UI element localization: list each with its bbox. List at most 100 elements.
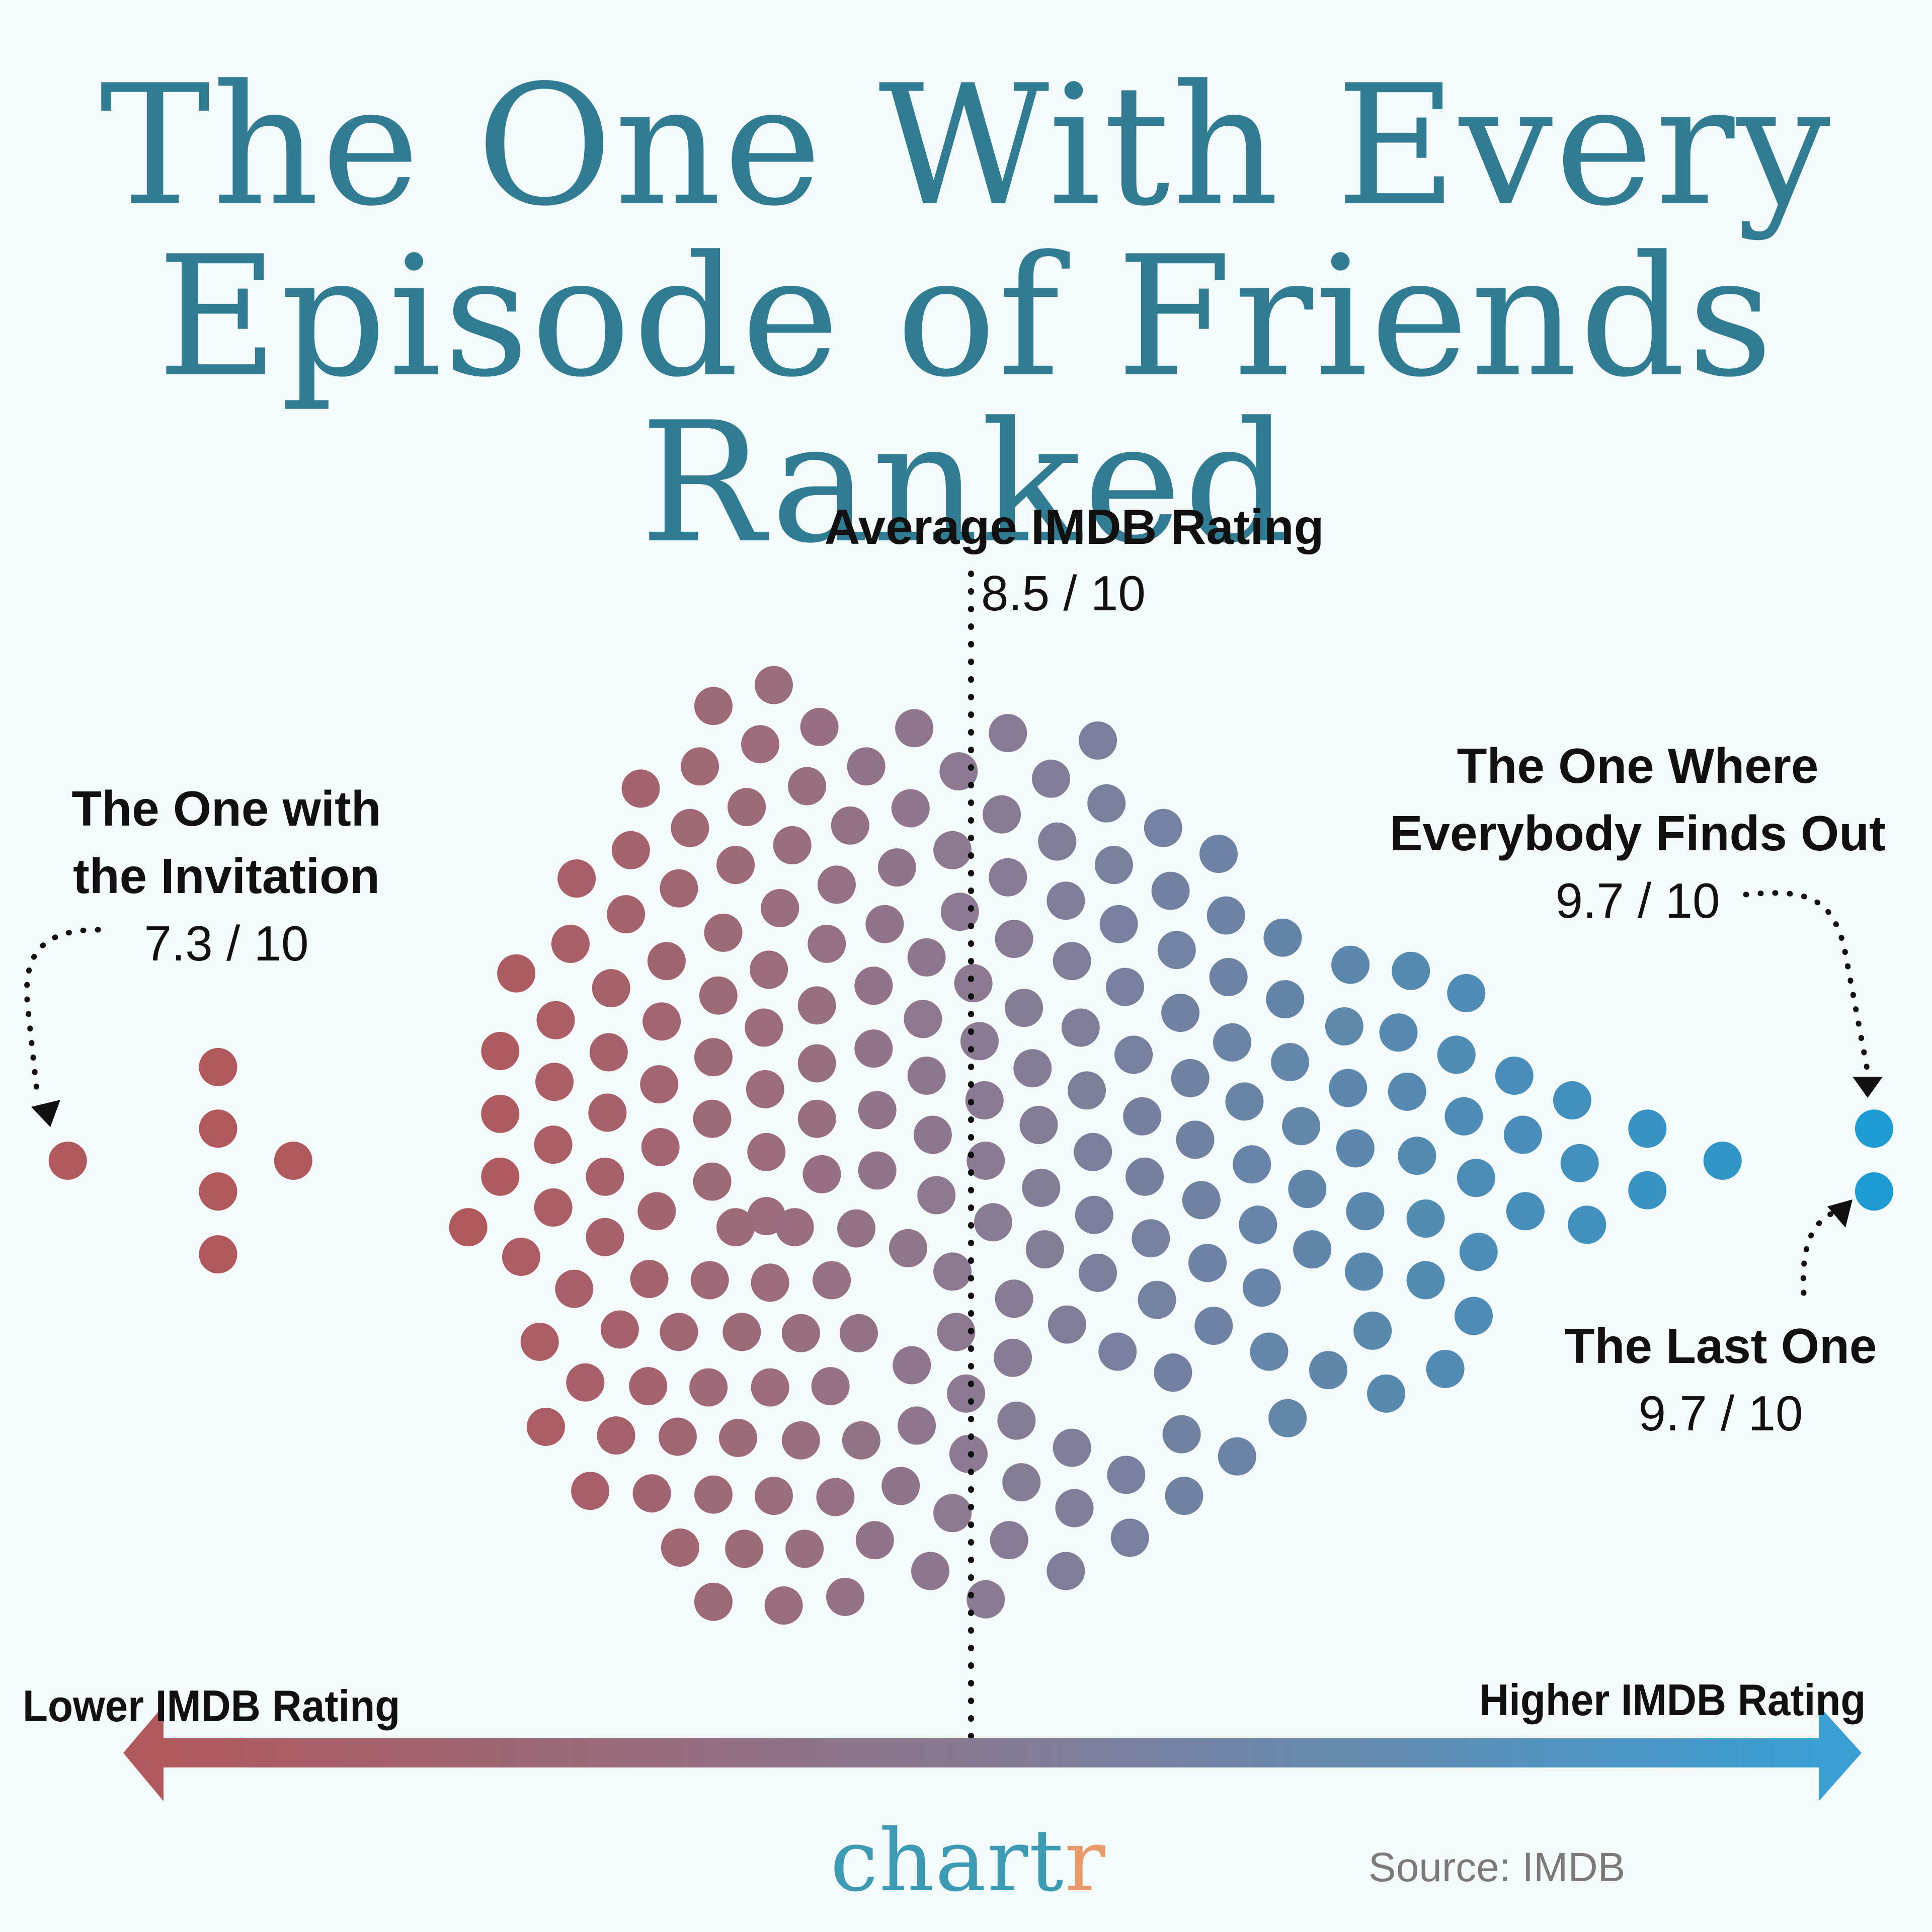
episode-dot bbox=[1046, 1552, 1085, 1590]
episode-dot bbox=[1046, 881, 1085, 920]
episode-dot bbox=[1293, 1230, 1332, 1269]
episode-dot bbox=[745, 1008, 783, 1047]
episode-dot bbox=[839, 1314, 878, 1352]
episode-dot bbox=[1309, 1351, 1348, 1390]
episode-dot bbox=[891, 789, 930, 828]
episode-dot bbox=[199, 1048, 237, 1086]
episode-dot bbox=[1346, 1192, 1385, 1231]
episode-dot bbox=[520, 1322, 559, 1361]
episode-dot bbox=[831, 806, 869, 845]
episode-dot bbox=[983, 795, 1021, 834]
episode-dot bbox=[1019, 1105, 1058, 1144]
highest-arrowhead-icon bbox=[1853, 1077, 1883, 1098]
episode-dot bbox=[746, 1070, 784, 1108]
last-arrowhead-icon bbox=[1827, 1199, 1853, 1228]
lowest-value: 7.3 / 10 bbox=[144, 916, 309, 971]
episode-dot bbox=[1053, 942, 1091, 981]
episode-dot bbox=[630, 1260, 669, 1299]
episode-dot bbox=[535, 1063, 574, 1101]
episode-dot bbox=[813, 1261, 851, 1300]
episode-dot bbox=[642, 1002, 681, 1041]
episode-dot bbox=[889, 1229, 927, 1267]
episode-dot bbox=[1125, 1157, 1164, 1196]
episode-dot bbox=[1250, 1332, 1289, 1371]
average-title: Average IMDB Rating bbox=[824, 499, 1324, 554]
episode-dot bbox=[728, 788, 766, 827]
last-annotation: The Last One 9.7 / 10 bbox=[1530, 1312, 1912, 1447]
episode-dot bbox=[1353, 1311, 1392, 1350]
episode-dot bbox=[797, 986, 836, 1025]
last-value: 9.7 / 10 bbox=[1638, 1386, 1803, 1441]
episode-dot bbox=[647, 942, 686, 981]
lowest-title-line-2: the Invitation bbox=[73, 848, 380, 904]
episode-dot bbox=[865, 905, 904, 943]
episode-dot bbox=[1271, 1043, 1310, 1082]
episode-dot bbox=[693, 1099, 732, 1138]
episode-dot bbox=[1325, 1007, 1363, 1046]
episode-dot bbox=[1031, 759, 1070, 798]
lowest-title-line-1: The One with bbox=[71, 781, 381, 836]
episode-dot bbox=[1068, 1071, 1106, 1110]
episode-dot bbox=[764, 1586, 803, 1625]
episode-dot bbox=[751, 1368, 789, 1407]
episode-dot bbox=[858, 1151, 897, 1190]
episode-dot bbox=[855, 1521, 894, 1560]
episode-dot bbox=[526, 1407, 565, 1446]
episode-dot bbox=[788, 767, 827, 806]
episode-dot bbox=[797, 1099, 836, 1138]
episode-dot bbox=[1194, 1307, 1233, 1345]
episode-dot bbox=[1218, 1437, 1256, 1476]
episode-dot bbox=[802, 1155, 841, 1193]
chart-title-line-1: The One With Every bbox=[100, 49, 1832, 243]
highest-annotation: The One Where Everybody Finds Out 9.7 / … bbox=[1358, 732, 1917, 934]
episode-dot bbox=[551, 924, 590, 963]
episode-dot bbox=[689, 1368, 728, 1407]
episode-dot bbox=[842, 1421, 880, 1460]
episode-dot bbox=[600, 1310, 639, 1349]
episode-dot bbox=[557, 859, 596, 898]
episode-dot bbox=[681, 747, 719, 786]
episode-dot bbox=[199, 1235, 237, 1274]
episode-dot bbox=[741, 725, 780, 764]
episode-dot bbox=[1079, 1253, 1117, 1292]
episode-dot bbox=[586, 1218, 624, 1256]
episode-dot bbox=[967, 1141, 1005, 1180]
episode-dot bbox=[800, 707, 839, 746]
episode-dot bbox=[1444, 1097, 1483, 1136]
episode-dot bbox=[481, 1031, 520, 1070]
episode-dot bbox=[1406, 1199, 1445, 1238]
episode-dot bbox=[1206, 896, 1245, 935]
episode-dot bbox=[881, 1467, 920, 1505]
episode-dot bbox=[1495, 1056, 1534, 1095]
highest-title-line-1: The One Where bbox=[1457, 738, 1819, 793]
episode-dot bbox=[1379, 1013, 1418, 1052]
episode-dot bbox=[1165, 1477, 1203, 1515]
episode-dot bbox=[1855, 1109, 1893, 1148]
episode-dot bbox=[1628, 1171, 1667, 1210]
episode-dot bbox=[640, 1065, 679, 1104]
episode-dot bbox=[632, 1474, 671, 1513]
episode-dot bbox=[997, 1401, 1036, 1440]
episode-dot bbox=[1138, 1280, 1176, 1319]
episode-dot bbox=[497, 954, 536, 993]
average-annotation: Average IMDB Rating bbox=[785, 493, 1363, 560]
episode-dot bbox=[1098, 1332, 1137, 1371]
episode-dot bbox=[716, 1208, 755, 1247]
episode-dot bbox=[1345, 1252, 1384, 1291]
episode-dot bbox=[1022, 1168, 1061, 1207]
episode-dot bbox=[661, 1528, 699, 1567]
episode-dot bbox=[1336, 1129, 1375, 1168]
last-title: The Last One bbox=[1564, 1318, 1877, 1374]
episode-dot bbox=[1703, 1141, 1742, 1180]
episode-dot bbox=[1171, 1059, 1210, 1097]
episode-dot bbox=[965, 1081, 1004, 1119]
episode-dot bbox=[1132, 1219, 1170, 1258]
episode-dot bbox=[816, 1478, 855, 1516]
episode-dot bbox=[694, 1582, 733, 1621]
episode-dot bbox=[1048, 1305, 1086, 1344]
episode-dot bbox=[621, 769, 660, 808]
episode-dot bbox=[1154, 1353, 1192, 1392]
episode-dot bbox=[1392, 951, 1430, 990]
episode-dot bbox=[1079, 721, 1117, 760]
episode-dot bbox=[917, 1176, 956, 1215]
